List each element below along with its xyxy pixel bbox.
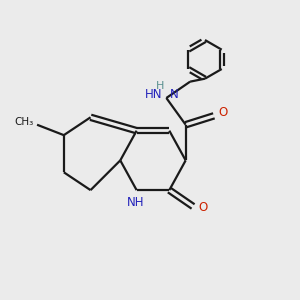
- Text: CH₃: CH₃: [14, 117, 33, 127]
- Text: HN: HN: [145, 88, 163, 101]
- Text: N: N: [169, 88, 178, 101]
- Text: H: H: [156, 80, 164, 91]
- Text: O: O: [199, 202, 208, 214]
- Text: NH: NH: [126, 196, 144, 209]
- Text: O: O: [219, 106, 228, 119]
